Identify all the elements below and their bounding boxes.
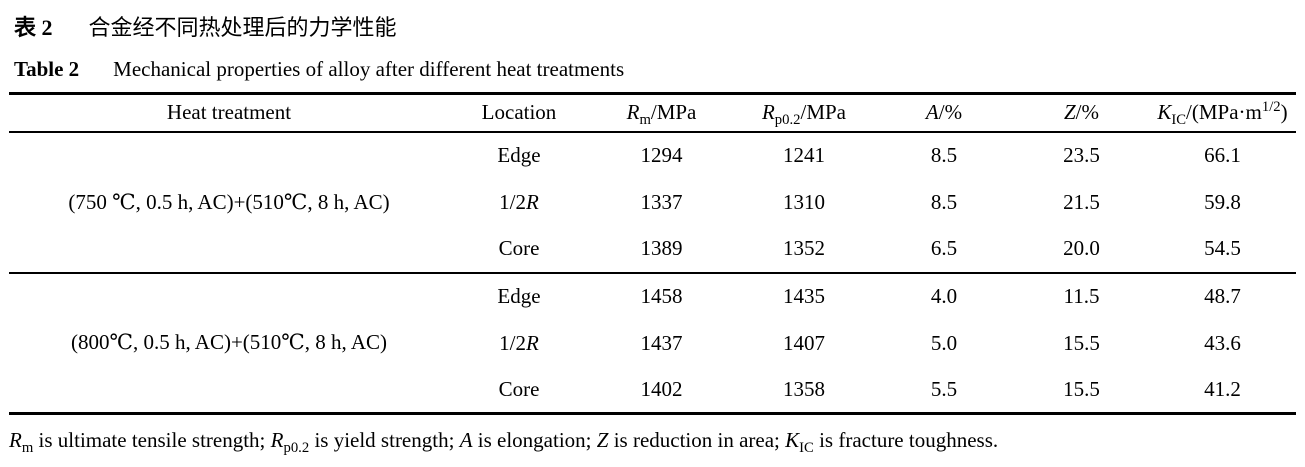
treatment-group-2: (800℃, 0.5 h, AC)+(510℃, 8 h, AC) Edge 1… — [9, 273, 1296, 414]
z-cell: 15.5 — [1063, 330, 1100, 355]
treatment-group-1: (750 ℃, 0.5 h, AC)+(510℃, 8 h, AC) Edge … — [9, 132, 1296, 273]
heat-treatment-cell: (800℃, 0.5 h, AC)+(510℃, 8 h, AC) — [70, 330, 388, 355]
a-cell: 6.5 — [930, 236, 958, 260]
location-cell: Core — [498, 236, 540, 260]
table-footnote: Rm is ultimate tensile strength; Rp0.2 i… — [9, 428, 999, 457]
table-row: Core 1402 1358 5.5 15.5 41.2 — [9, 367, 1296, 414]
kic-cell: 54.5 — [1204, 236, 1241, 260]
col-header-location: Location — [481, 100, 557, 125]
table-row: 1/2R 1337 1310 8.5 21.5 59.8 — [9, 179, 1296, 226]
col-header-rm: Rm/MPa — [626, 100, 697, 129]
a-cell: 8.5 — [930, 189, 958, 214]
rp02-cell: 1352 — [783, 236, 825, 260]
heat-treatment-cell: (750 ℃, 0.5 h, AC)+(510℃, 8 h, AC) — [68, 189, 390, 214]
table-row: Core 1389 1352 6.5 20.0 54.5 — [9, 226, 1296, 273]
kic-cell: 59.8 — [1204, 189, 1241, 214]
col-header-a: A/% — [925, 100, 963, 125]
z-cell: 15.5 — [1063, 376, 1100, 401]
table-caption-english: Table 2 Mechanical properties of alloy af… — [14, 57, 1296, 82]
location-cell: Edge — [497, 284, 541, 308]
rm-cell: 1294 — [640, 143, 683, 167]
col-header-heat-treatment: Heat treatment — [166, 100, 292, 125]
table-row: (800℃, 0.5 h, AC)+(510℃, 8 h, AC) Edge 1… — [9, 273, 1296, 354]
rm-cell: 1402 — [640, 376, 683, 401]
z-cell: 11.5 — [1063, 284, 1100, 308]
rm-cell: 1458 — [640, 284, 683, 308]
z-cell: 23.5 — [1063, 143, 1100, 167]
table-caption-english-label: Table 2 — [14, 57, 80, 81]
table-row: 1/2R 1437 1407 5.0 15.5 43.6 — [9, 320, 1296, 367]
table-header-row: Heat treatment Location Rm/MPa Rp0.2/MPa… — [9, 94, 1296, 132]
rm-cell: 1389 — [640, 236, 683, 260]
z-cell: 20.0 — [1063, 236, 1100, 260]
rp02-cell: 1241 — [783, 143, 825, 167]
col-header-rp02: Rp0.2/MPa — [761, 100, 847, 129]
table-caption-chinese-label: 表 2 — [14, 15, 53, 40]
location-cell: Edge — [497, 143, 541, 167]
rm-cell: 1337 — [640, 189, 683, 214]
table-caption-english-text: Mechanical properties of alloy after dif… — [113, 57, 625, 81]
location-cell: 1/2R — [499, 330, 539, 355]
a-cell: 8.5 — [930, 143, 958, 167]
rp02-cell: 1435 — [783, 284, 825, 308]
table-row: (750 ℃, 0.5 h, AC)+(510℃, 8 h, AC) Edge … — [9, 132, 1296, 214]
rp02-cell: 1358 — [783, 376, 825, 401]
table-caption-chinese: 表 2 合金经不同热处理后的力学性能 — [14, 10, 1296, 42]
a-cell: 5.5 — [930, 376, 958, 401]
location-cell: 1/2R — [499, 189, 539, 214]
col-header-kic: KIC/(MPa·m1/2) — [1157, 99, 1288, 129]
location-cell: Core — [498, 376, 540, 401]
z-cell: 21.5 — [1063, 189, 1100, 214]
a-cell: 5.0 — [930, 330, 958, 355]
rm-cell: 1437 — [640, 330, 683, 355]
col-header-z: Z/% — [1063, 100, 1099, 125]
rp02-cell: 1407 — [783, 330, 825, 355]
a-cell: 4.0 — [930, 284, 958, 308]
mechanical-properties-table: Heat treatment Location Rm/MPa Rp0.2/MPa… — [9, 92, 1296, 415]
table-caption-chinese-text: 合金经不同热处理后的力学性能 — [88, 15, 397, 40]
kic-cell: 41.2 — [1204, 376, 1241, 401]
rp02-cell: 1310 — [783, 189, 825, 214]
kic-cell: 43.6 — [1204, 330, 1241, 355]
kic-cell: 48.7 — [1204, 284, 1241, 308]
kic-cell: 66.1 — [1204, 143, 1241, 167]
